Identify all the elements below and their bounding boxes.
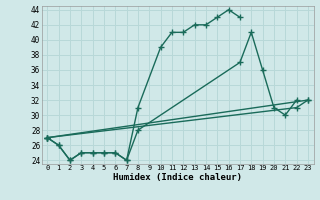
- X-axis label: Humidex (Indice chaleur): Humidex (Indice chaleur): [113, 173, 242, 182]
